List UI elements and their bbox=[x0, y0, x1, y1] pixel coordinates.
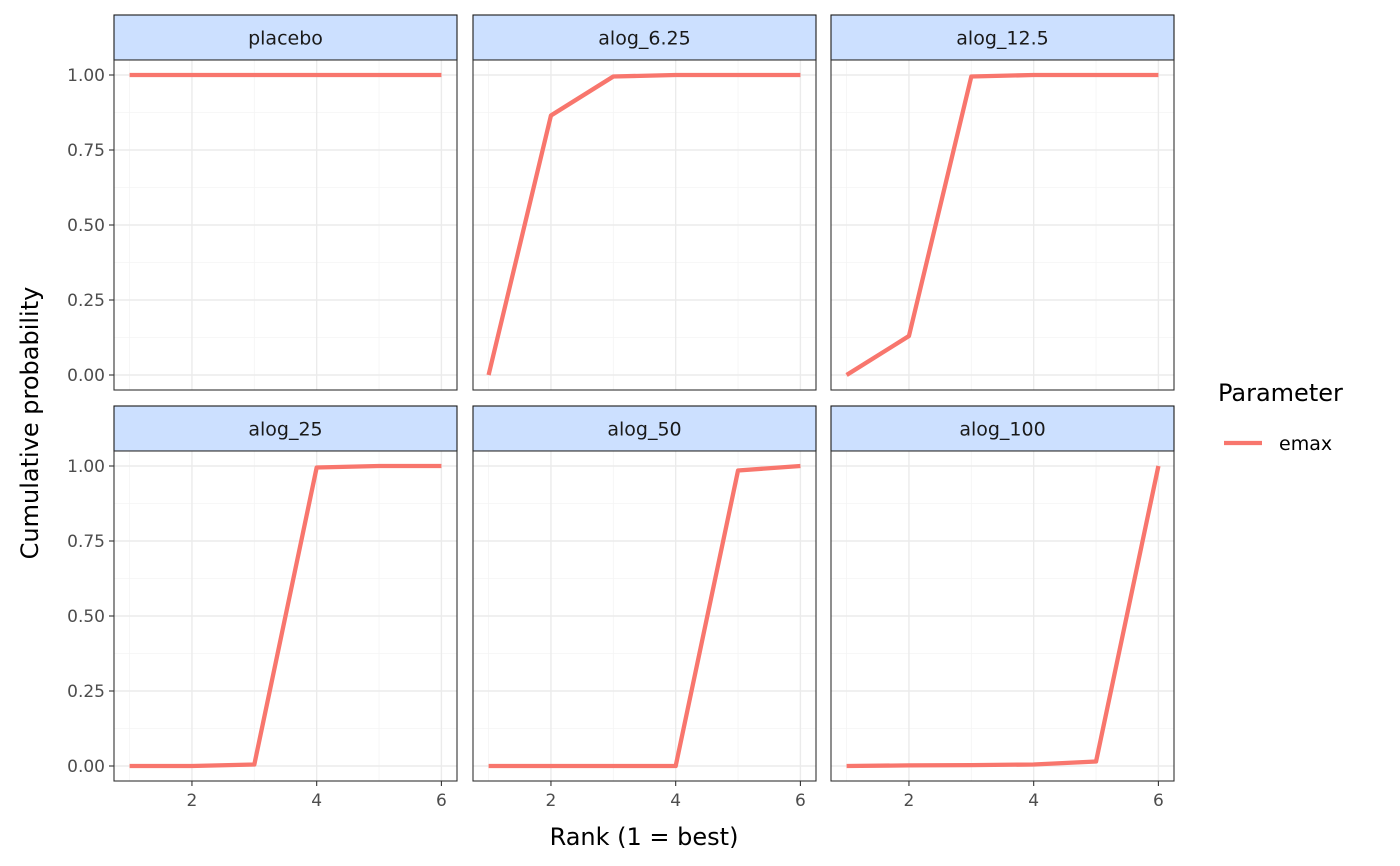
strip-background bbox=[830, 405, 1175, 452]
axes: 0.00 0.25 0.50 0.75 1.00 0.00 0.25 0.50 0.75 1.00… bbox=[67, 66, 1164, 811]
legend: Parameter emax bbox=[1218, 379, 1343, 455]
panel-alog_6.25: alog_6.25 bbox=[472, 14, 817, 391]
series-line-emax bbox=[129, 463, 442, 769]
series-line-emax bbox=[846, 465, 1161, 769]
x-tick-label: 2 bbox=[904, 791, 915, 811]
strip-background bbox=[113, 14, 458, 61]
strip-label: alog_100 bbox=[959, 419, 1045, 441]
y-tick-label: 0.25 bbox=[67, 682, 105, 702]
x-tick-label: 4 bbox=[311, 791, 322, 811]
y-tick-label: 0.75 bbox=[67, 141, 105, 161]
panel-alog_12.5: alog_12.5 bbox=[830, 14, 1175, 391]
y-tick-label: 1.00 bbox=[67, 66, 105, 86]
x-tick-label: 2 bbox=[187, 791, 198, 811]
y-tick-label: 0.00 bbox=[67, 757, 105, 777]
panel-border bbox=[830, 59, 1175, 391]
x-axis-title: Rank (1 = best) bbox=[550, 823, 739, 851]
panel-alog_25: alog_25 bbox=[113, 405, 458, 782]
y-tick-label: 0.25 bbox=[67, 291, 105, 311]
x-tick-label: 6 bbox=[436, 791, 447, 811]
strip-label: placebo bbox=[248, 28, 323, 50]
strip-background bbox=[113, 405, 458, 452]
panel-border bbox=[830, 450, 1175, 782]
y-tick-label: 0.50 bbox=[67, 607, 105, 627]
x-tick-label: 4 bbox=[1028, 791, 1039, 811]
y-tick-label: 0.50 bbox=[67, 216, 105, 236]
x-tick-label: 4 bbox=[670, 791, 681, 811]
y-axis-title: Cumulative probability bbox=[16, 287, 44, 560]
legend-title: Parameter bbox=[1218, 379, 1343, 407]
x-tick-label: 6 bbox=[795, 791, 806, 811]
panels: placebo alog_6.25 alog_12.5 alog_25 alog_50 a… bbox=[113, 14, 1175, 782]
series-line-emax bbox=[488, 463, 801, 769]
y-tick-label: 0.00 bbox=[67, 366, 105, 386]
y-tick-label: 1.00 bbox=[67, 457, 105, 477]
x-tick-label: 6 bbox=[1153, 791, 1164, 811]
panel-border bbox=[472, 59, 817, 391]
panel-border bbox=[472, 450, 817, 782]
strip-label: alog_6.25 bbox=[598, 28, 690, 50]
strip-label: alog_25 bbox=[248, 419, 322, 441]
legend-label-emax: emax bbox=[1279, 433, 1332, 455]
series-line-emax bbox=[486, 72, 801, 376]
x-tick-label: 2 bbox=[546, 791, 557, 811]
y-tick-label: 0.75 bbox=[67, 532, 105, 552]
strip-label: alog_50 bbox=[607, 419, 681, 441]
strip-background bbox=[830, 14, 1175, 61]
panel-alog_100: alog_100 bbox=[830, 405, 1175, 782]
strip-label: alog_12.5 bbox=[956, 28, 1048, 50]
panel-alog_50: alog_50 bbox=[472, 405, 817, 782]
panel-placebo: placebo bbox=[113, 14, 458, 391]
series-line-emax bbox=[845, 72, 1159, 377]
